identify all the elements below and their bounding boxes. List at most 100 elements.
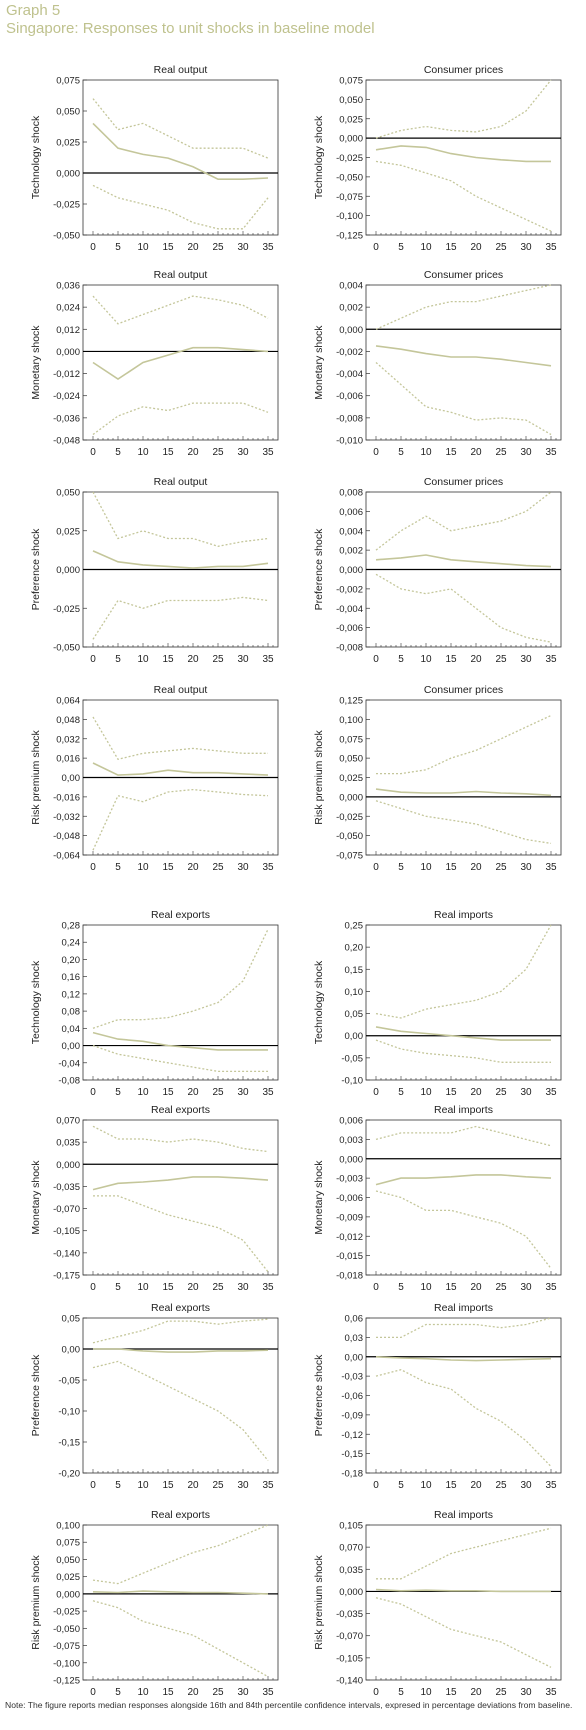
- plot-frame: [82, 1524, 279, 1681]
- plot-frame: [365, 284, 562, 441]
- x-tick-label: 25: [495, 654, 507, 665]
- median-response-line: [375, 1174, 552, 1186]
- y-tick-label: 0,002: [339, 303, 363, 314]
- y-tick-label: 0,000: [339, 134, 363, 145]
- x-tick-label: 20: [470, 862, 482, 873]
- y-axis-label: Preference shock: [313, 528, 325, 610]
- lower-band-line: [92, 184, 269, 230]
- x-tick-label: 30: [520, 1087, 532, 1098]
- y-axis-label: Risk premium shock: [30, 729, 42, 824]
- y-tick-label: 0,006: [339, 1116, 363, 1127]
- x-tick-label: 30: [520, 862, 532, 873]
- y-tick-label: -0,050: [53, 1624, 80, 1635]
- x-tick-label: 20: [470, 1087, 482, 1098]
- x-tick-label: 35: [262, 654, 274, 665]
- footnote: Note: The figure reports median response…: [5, 1700, 573, 1710]
- y-tick-label: 0,000: [339, 1587, 363, 1598]
- y-tick-label: 0,016: [56, 754, 80, 765]
- y-tick-label: 0,032: [56, 734, 80, 745]
- y-tick-label: -0,025: [53, 604, 80, 615]
- y-tick-label: -0,003: [336, 1174, 363, 1185]
- x-tick-label: 15: [445, 242, 457, 253]
- x-tick-label: 0: [373, 1282, 379, 1293]
- x-tick-label: 10: [137, 1282, 149, 1293]
- y-tick-label: 0,050: [339, 754, 363, 765]
- y-tick-label: -0,004: [336, 604, 363, 615]
- y-tick-label: 0,10: [345, 987, 364, 998]
- x-tick-label: 10: [137, 242, 149, 253]
- lower-band-line: [375, 800, 552, 845]
- x-tick-label: 30: [237, 242, 249, 253]
- chart-panel: Real output 0,064 0,048 0,032 0,016 0,00 -0,01…: [30, 684, 279, 873]
- x-tick-label: 25: [495, 862, 507, 873]
- x-tick-label: 5: [398, 862, 404, 873]
- x-tick-label: 25: [212, 1282, 224, 1293]
- chart-title: Real exports: [151, 1302, 210, 1314]
- y-tick-label: -0,075: [336, 192, 363, 203]
- x-tick-label: 35: [545, 862, 557, 873]
- x-tick-label: 5: [115, 654, 121, 665]
- x-tick-label: 35: [262, 1687, 274, 1698]
- x-tick-label: 0: [373, 654, 379, 665]
- x-tick-label: 35: [545, 1480, 557, 1491]
- y-tick-label: -0,09: [341, 1410, 363, 1421]
- plot-frame: [365, 1524, 562, 1681]
- x-tick-label: 20: [187, 1087, 199, 1098]
- y-tick-label: 0,048: [56, 715, 80, 726]
- chart-title: Consumer prices: [424, 476, 503, 488]
- x-tick-label: 20: [187, 654, 199, 665]
- y-tick-label: 0,100: [339, 715, 363, 726]
- y-tick-label: 0,070: [339, 1543, 363, 1554]
- x-tick-label: 5: [398, 1282, 404, 1293]
- x-tick-label: 20: [470, 1480, 482, 1491]
- upper-band-line: [92, 98, 269, 159]
- y-tick-label: 0,000: [56, 565, 80, 576]
- x-tick-label: 5: [115, 1480, 121, 1491]
- x-tick-label: 0: [373, 1687, 379, 1698]
- y-tick-label: 0,025: [339, 773, 363, 784]
- y-tick-label: -0,125: [336, 231, 363, 242]
- x-tick-label: 0: [90, 1687, 96, 1698]
- y-tick-label: -0,009: [336, 1212, 363, 1223]
- y-tick-label: -0,06: [341, 1391, 363, 1402]
- x-tick-label: 15: [445, 447, 457, 458]
- y-tick-label: -0,04: [58, 1058, 80, 1069]
- y-tick-label: 0,000: [56, 1160, 80, 1171]
- y-tick-label: 0,002: [339, 546, 363, 557]
- y-tick-label: -0,075: [53, 1641, 80, 1652]
- x-tick-label: 0: [90, 242, 96, 253]
- y-axis-label: Technology shock: [313, 960, 325, 1044]
- y-tick-label: 0,15: [345, 965, 364, 976]
- y-tick-label: -0,140: [53, 1248, 80, 1259]
- y-tick-label: -0,125: [53, 1676, 80, 1687]
- chart-panel: Consumer prices 0,075 0,050 0,025 0,000 -0,02…: [313, 64, 562, 253]
- x-tick-label: 5: [115, 242, 121, 253]
- x-tick-label: 25: [495, 447, 507, 458]
- x-tick-label: 5: [398, 1087, 404, 1098]
- x-tick-label: 5: [398, 242, 404, 253]
- y-axis-label: Technology shock: [30, 960, 42, 1044]
- lower-band-line: [375, 1369, 552, 1467]
- y-tick-label: -0,002: [336, 347, 363, 358]
- y-tick-label: -0,05: [58, 1376, 80, 1387]
- x-tick-label: 15: [162, 1282, 174, 1293]
- x-tick-label: 15: [162, 862, 174, 873]
- x-tick-label: 0: [373, 862, 379, 873]
- y-tick-label: -0,025: [53, 200, 80, 211]
- chart-panel: Consumer prices 0,004 0,002 0,000 -0,002 -0,0…: [313, 269, 562, 458]
- y-tick-label: 0,03: [345, 1333, 364, 1344]
- y-tick-label: -0,05: [341, 1053, 363, 1064]
- y-tick-label: 0,28: [62, 921, 81, 932]
- y-tick-label: -0,025: [53, 1607, 80, 1618]
- lower-band-line: [375, 160, 552, 232]
- y-tick-label: 0,000: [56, 169, 80, 180]
- x-tick-label: 15: [445, 654, 457, 665]
- upper-band-line: [375, 491, 552, 551]
- lower-band-line: [375, 1190, 552, 1269]
- lower-band-line: [93, 1195, 269, 1273]
- median-response-line: [92, 762, 269, 776]
- y-tick-label: 0,12: [62, 989, 81, 1000]
- y-tick-label: 0,050: [339, 95, 363, 106]
- upper-band-line: [92, 1125, 269, 1153]
